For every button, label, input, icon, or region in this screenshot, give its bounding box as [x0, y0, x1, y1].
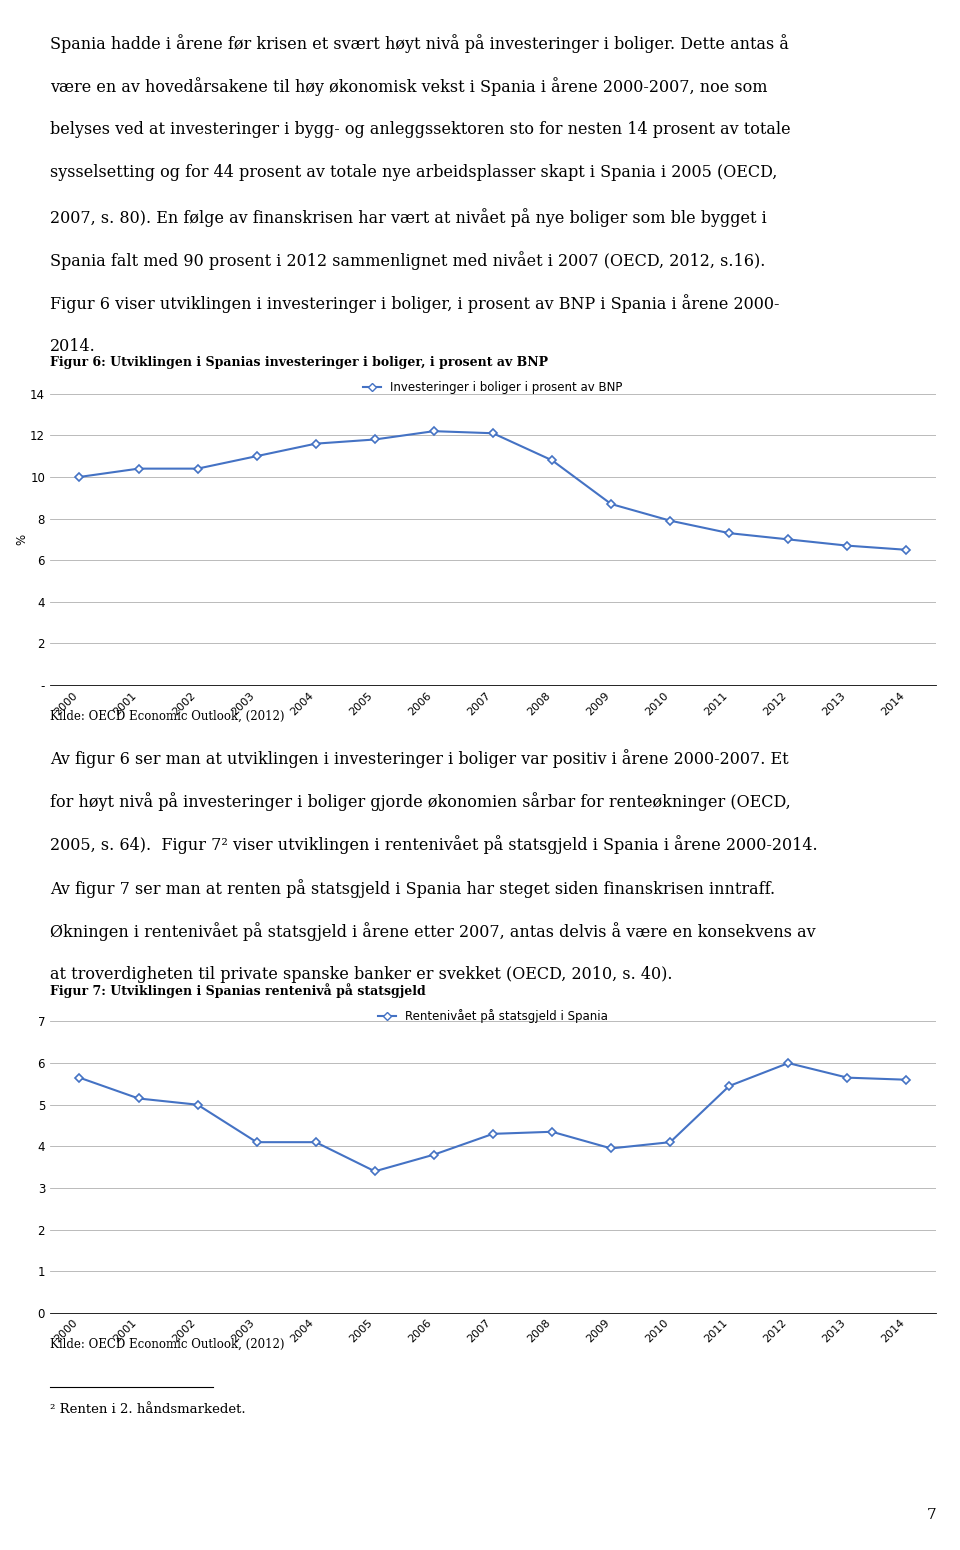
Text: 2007, s. 80). En følge av finanskrisen har vært at nivået på nye boliger som ble: 2007, s. 80). En følge av finanskrisen h…	[50, 208, 767, 226]
Text: Spania hadde i årene før krisen et svært høyt nivå på investeringer i boliger. D: Spania hadde i årene før krisen et svært…	[50, 34, 789, 53]
Text: Av figur 6 ser man at utviklingen i investeringer i boliger var positiv i årene : Av figur 6 ser man at utviklingen i inve…	[50, 749, 788, 767]
Text: sysselsetting og for 44 prosent av totale nye arbeidsplasser skapt i Spania i 20: sysselsetting og for 44 prosent av total…	[50, 164, 778, 181]
Text: ² Renten i 2. håndsmarkedet.: ² Renten i 2. håndsmarkedet.	[50, 1403, 246, 1415]
Text: Økningen i rentenivået på statsgjeld i årene etter 2007, antas delvis å være en : Økningen i rentenivået på statsgjeld i å…	[50, 922, 816, 941]
Legend: Rentenivået på statsgjeld i Spania: Rentenivået på statsgjeld i Spania	[373, 1004, 612, 1028]
Text: belyses ved at investeringer i bygg- og anleggssektoren sto for nesten 14 prosen: belyses ved at investeringer i bygg- og …	[50, 121, 790, 138]
Text: Kilde: OECD Economic Outlook, (2012): Kilde: OECD Economic Outlook, (2012)	[50, 1338, 284, 1350]
Text: Figur 6: Utviklingen i Spanias investeringer i boliger, i prosent av BNP: Figur 6: Utviklingen i Spanias investeri…	[50, 356, 548, 369]
Text: Figur 7: Utviklingen i Spanias rentenivå på statsgjeld: Figur 7: Utviklingen i Spanias rentenivå…	[50, 984, 425, 998]
Y-axis label: %: %	[15, 533, 29, 546]
Text: Av figur 7 ser man at renten på statsgjeld i Spania har steget siden finanskrise: Av figur 7 ser man at renten på statsgje…	[50, 879, 775, 897]
Text: 7: 7	[926, 1508, 936, 1522]
Text: at troverdigheten til private spanske banker er svekket (OECD, 2010, s. 40).: at troverdigheten til private spanske ba…	[50, 966, 672, 983]
Text: for høyt nivå på investeringer i boliger gjorde økonomien sårbar for renteøkning: for høyt nivå på investeringer i boliger…	[50, 792, 791, 811]
Text: 2014.: 2014.	[50, 338, 96, 355]
Text: Figur 6 viser utviklingen i investeringer i boliger, i prosent av BNP i Spania i: Figur 6 viser utviklingen i investeringe…	[50, 294, 780, 313]
Text: 2005, s. 64).  Figur 7² viser utviklingen i rentenivået på statsgjeld i Spania i: 2005, s. 64). Figur 7² viser utviklingen…	[50, 835, 818, 854]
Text: Spania falt med 90 prosent i 2012 sammenlignet med nivået i 2007 (OECD, 2012, s.: Spania falt med 90 prosent i 2012 sammen…	[50, 251, 765, 270]
Legend: Investeringer i boliger i prosent av BNP: Investeringer i boliger i prosent av BNP	[358, 377, 628, 398]
Text: være en av hovedårsakene til høy økonomisk vekst i Spania i årene 2000-2007, noe: være en av hovedårsakene til høy økonomi…	[50, 78, 767, 96]
Text: Kilde: OECD Economic Outlook, (2012): Kilde: OECD Economic Outlook, (2012)	[50, 710, 284, 722]
